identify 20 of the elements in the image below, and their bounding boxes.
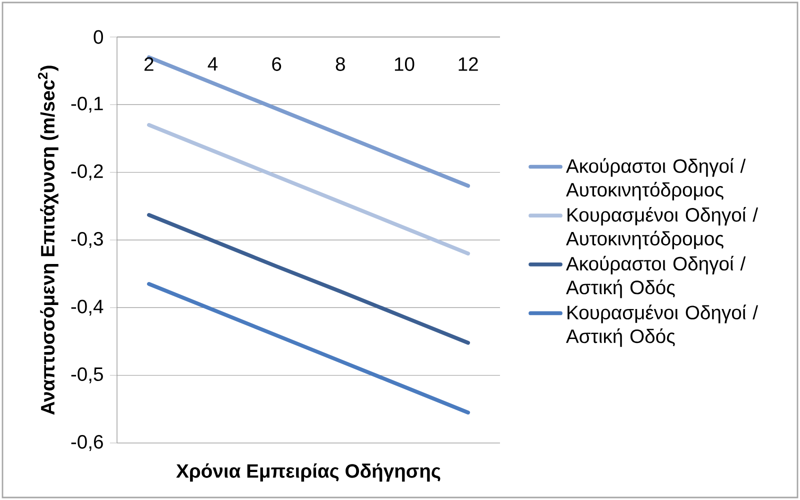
y-tick-label: -0,5 xyxy=(71,367,103,384)
line-series xyxy=(146,123,470,256)
legend-label: Κουρασμένοι Οδηγοί / Αυτοκινητόδρομος xyxy=(566,206,758,250)
legend-label: Ακούραστοι Οδηγοί / Αυτοκινητόδρομος xyxy=(566,158,746,200)
x-tick-label: 2 xyxy=(144,57,154,71)
y-tick-label: -0,6 xyxy=(71,435,103,451)
y-tick-label: -0,1 xyxy=(71,96,103,113)
legend-label: Ακούραστοι Οδηγοί / Αστική Οδός xyxy=(566,256,746,298)
x-tick-label: 12 xyxy=(458,57,478,71)
x-tick-label: 4 xyxy=(208,57,218,71)
legend-label: Κουρασμένοι Οδηγοί / Αστική Οδός xyxy=(566,304,758,347)
x-tick-label: 8 xyxy=(336,57,345,71)
y-tick-label: 0 xyxy=(94,30,103,44)
x-tick-label: 10 xyxy=(394,57,414,71)
y-tick-label: -0,2 xyxy=(71,164,103,180)
x-axis-title: Χρόνια Εμπειρίας Οδήγησης xyxy=(176,463,440,482)
x-tick-label: 6 xyxy=(272,57,282,71)
text: Αναπτυσσόμενη Επιτάχυνση (m/sec$^{2}$) xyxy=(38,66,58,415)
y-tick-label: -0,4 xyxy=(71,300,104,316)
y-tick-label: -0,3 xyxy=(71,232,103,248)
